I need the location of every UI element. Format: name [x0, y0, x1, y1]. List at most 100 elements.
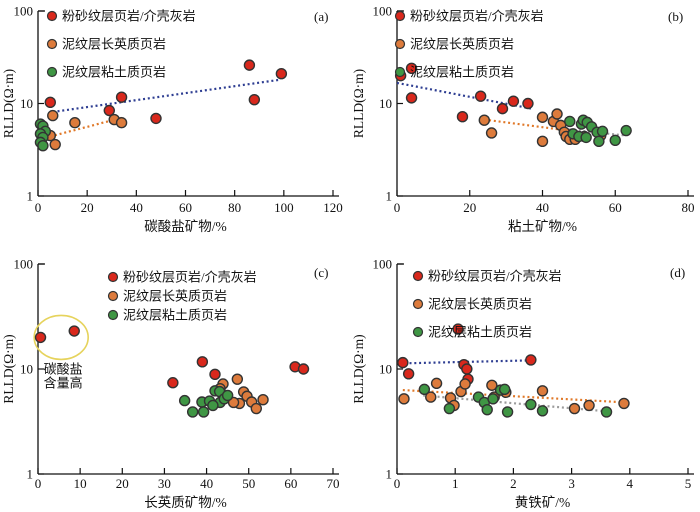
y-axis-label: RLLD(Ω·m)	[1, 334, 16, 403]
x-tick-label: 40	[200, 476, 213, 491]
data-point	[196, 356, 209, 368]
data-point	[275, 67, 288, 80]
x-tick-label: 2	[510, 476, 517, 491]
scatter-chart-(b): 1 10 100 0 20 40 60 80 粘土矿物/% RLLD(Ω·m) 粉砂纹层页岩/介壳灰…	[351, 4, 695, 235]
x-tick-label: 0	[394, 476, 401, 491]
data-point	[207, 399, 219, 412]
data-point	[150, 112, 162, 125]
legend-marker	[107, 290, 119, 302]
data-point	[580, 131, 592, 144]
trendline	[52, 78, 280, 114]
data-point	[583, 399, 595, 412]
data-point	[430, 377, 443, 390]
data-point	[486, 379, 498, 391]
data-point	[37, 139, 49, 152]
x-tick-label: 100	[274, 200, 294, 215]
data-point	[68, 325, 80, 337]
y-tick-label: 100	[373, 257, 393, 272]
data-point	[186, 406, 199, 418]
y-tick-label: 100	[373, 4, 393, 19]
x-tick-label: 60	[609, 200, 622, 215]
data-point	[536, 385, 549, 397]
data-point	[452, 323, 464, 335]
data-point	[600, 406, 613, 418]
data-point	[501, 406, 514, 418]
legend-marker	[46, 38, 58, 50]
data-point	[221, 389, 234, 402]
data-point	[593, 135, 605, 148]
data-point	[115, 91, 128, 103]
data-point	[596, 125, 609, 138]
x-tick-label: 4	[627, 476, 634, 491]
x-tick-label: 20	[463, 200, 476, 215]
panel-letter: (d)	[670, 265, 685, 280]
data-point	[103, 104, 115, 117]
x-axis-label: 长英质矿物/%	[144, 494, 227, 510]
data-point	[167, 377, 179, 389]
panel-letter: (a)	[314, 9, 328, 24]
y-tick-label: 10	[20, 362, 33, 377]
x-tick-label: 70	[327, 476, 340, 491]
data-point	[405, 92, 418, 104]
y-axis-label: RLLD(Ω·m)	[1, 69, 16, 138]
x-tick-label: 20	[116, 476, 129, 491]
legend-marker	[107, 271, 119, 283]
x-tick-label: 50	[242, 476, 255, 491]
x-tick-label: 80	[228, 200, 241, 215]
panel-c-felsic-vs-rlld: 1 10 100 0 10 20 30 40 50 60 70 长英质矿物/% RLLD(Ω·m) 碳酸盐…	[0, 256, 350, 512]
legend-marker	[394, 66, 406, 78]
data-point	[461, 363, 473, 375]
data-point	[536, 111, 549, 123]
trendline	[402, 388, 627, 404]
x-tick-label: 0	[35, 200, 42, 215]
x-axis-label: 粘土矿物/%	[508, 219, 577, 234]
data-point	[257, 394, 269, 406]
data-point	[115, 117, 128, 129]
data-point	[418, 383, 431, 396]
data-point	[443, 402, 456, 415]
annotation-text: 含量高	[44, 375, 83, 390]
data-point	[525, 398, 537, 411]
data-point	[496, 102, 509, 115]
data-point	[522, 97, 534, 110]
data-point	[250, 402, 262, 415]
legend-marker	[46, 66, 58, 78]
data-point	[243, 59, 256, 71]
data-point	[231, 373, 244, 385]
y-tick-label: 1	[27, 467, 34, 482]
legend-label: 泥纹层长英质页岩	[62, 37, 166, 52]
x-axis-label: 碳酸盐矿物/%	[144, 219, 227, 234]
y-tick-label: 10	[20, 96, 33, 111]
data-point	[69, 117, 81, 129]
data-point	[536, 405, 549, 417]
x-tick-label: 1	[452, 476, 459, 491]
data-point	[49, 138, 61, 151]
data-point	[487, 393, 499, 405]
data-point	[568, 402, 581, 415]
data-point	[498, 383, 511, 396]
data-point	[551, 108, 563, 120]
y-tick-label: 100	[14, 257, 34, 272]
x-tick-label: 0	[35, 476, 42, 491]
panel-d-pyrite-vs-rlld: 1 10 100 0 1 2 3 4 5 黄铁矿/% RLLD(Ω·m) 粉砂纹层页岩/介壳灰岩 泥纹层…	[350, 256, 700, 512]
data-point	[248, 93, 261, 106]
data-point	[618, 397, 630, 410]
data-point	[456, 110, 469, 123]
data-point	[425, 391, 437, 403]
high-carbonate-ellipse	[33, 314, 89, 361]
data-point	[459, 378, 471, 390]
data-point	[402, 368, 415, 380]
x-tick-label: 80	[682, 200, 695, 215]
trendline	[399, 359, 534, 365]
legend-label: 粉砂纹层页岩/介壳灰岩	[410, 9, 544, 24]
x-axis-label: 黄铁矿/%	[515, 495, 571, 510]
x-tick-label: 60	[284, 476, 297, 491]
x-tick-label: 60	[179, 200, 192, 215]
y-axis-label: RLLD(Ω·m)	[351, 69, 366, 138]
legend-marker	[107, 309, 119, 321]
y-tick-label: 1	[386, 189, 393, 204]
data-point	[507, 95, 520, 107]
legend-marker	[412, 298, 424, 310]
data-point	[34, 331, 47, 344]
